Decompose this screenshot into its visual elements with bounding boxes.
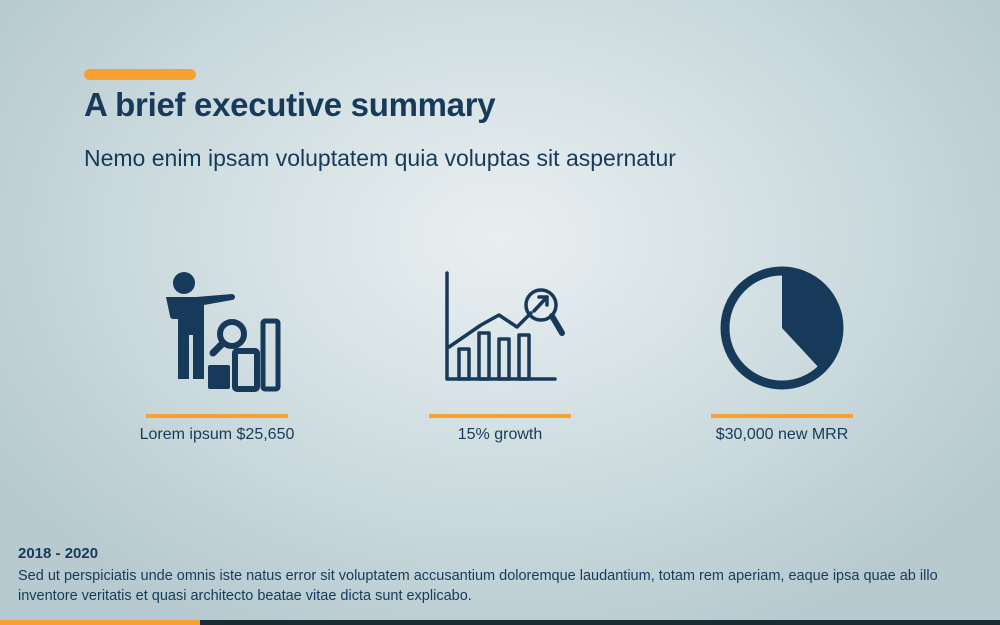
title-accent-bar (84, 69, 196, 80)
footer-heading: 2018 - 2020 (18, 545, 99, 562)
kpi-growth: 15% growth (390, 262, 610, 444)
footer-text: Sed ut perspiciatis unde omnis iste natu… (18, 568, 938, 604)
bottom-bar (0, 620, 1000, 625)
presenter-analytics-icon (107, 262, 327, 394)
kpi-label: 15% growth (457, 426, 543, 443)
kpi-label: Lorem ipsum $25,650 (139, 426, 295, 443)
growth-chart-icon (390, 262, 610, 394)
kpi-mrr: $30,000 new MRR (672, 262, 892, 444)
pie-chart-icon (672, 262, 892, 394)
kpi-underline (711, 414, 853, 418)
page-title: A brief executive summary (84, 86, 496, 123)
kpi-underline (146, 414, 288, 418)
bottom-bar-accent (0, 620, 200, 625)
page-subtitle: Nemo enim ipsam voluptatem quia voluptas… (84, 145, 676, 171)
kpi-label: $30,000 new MRR (715, 426, 849, 443)
kpi-revenue: Lorem ipsum $25,650 (107, 262, 327, 444)
kpi-underline (429, 414, 571, 418)
